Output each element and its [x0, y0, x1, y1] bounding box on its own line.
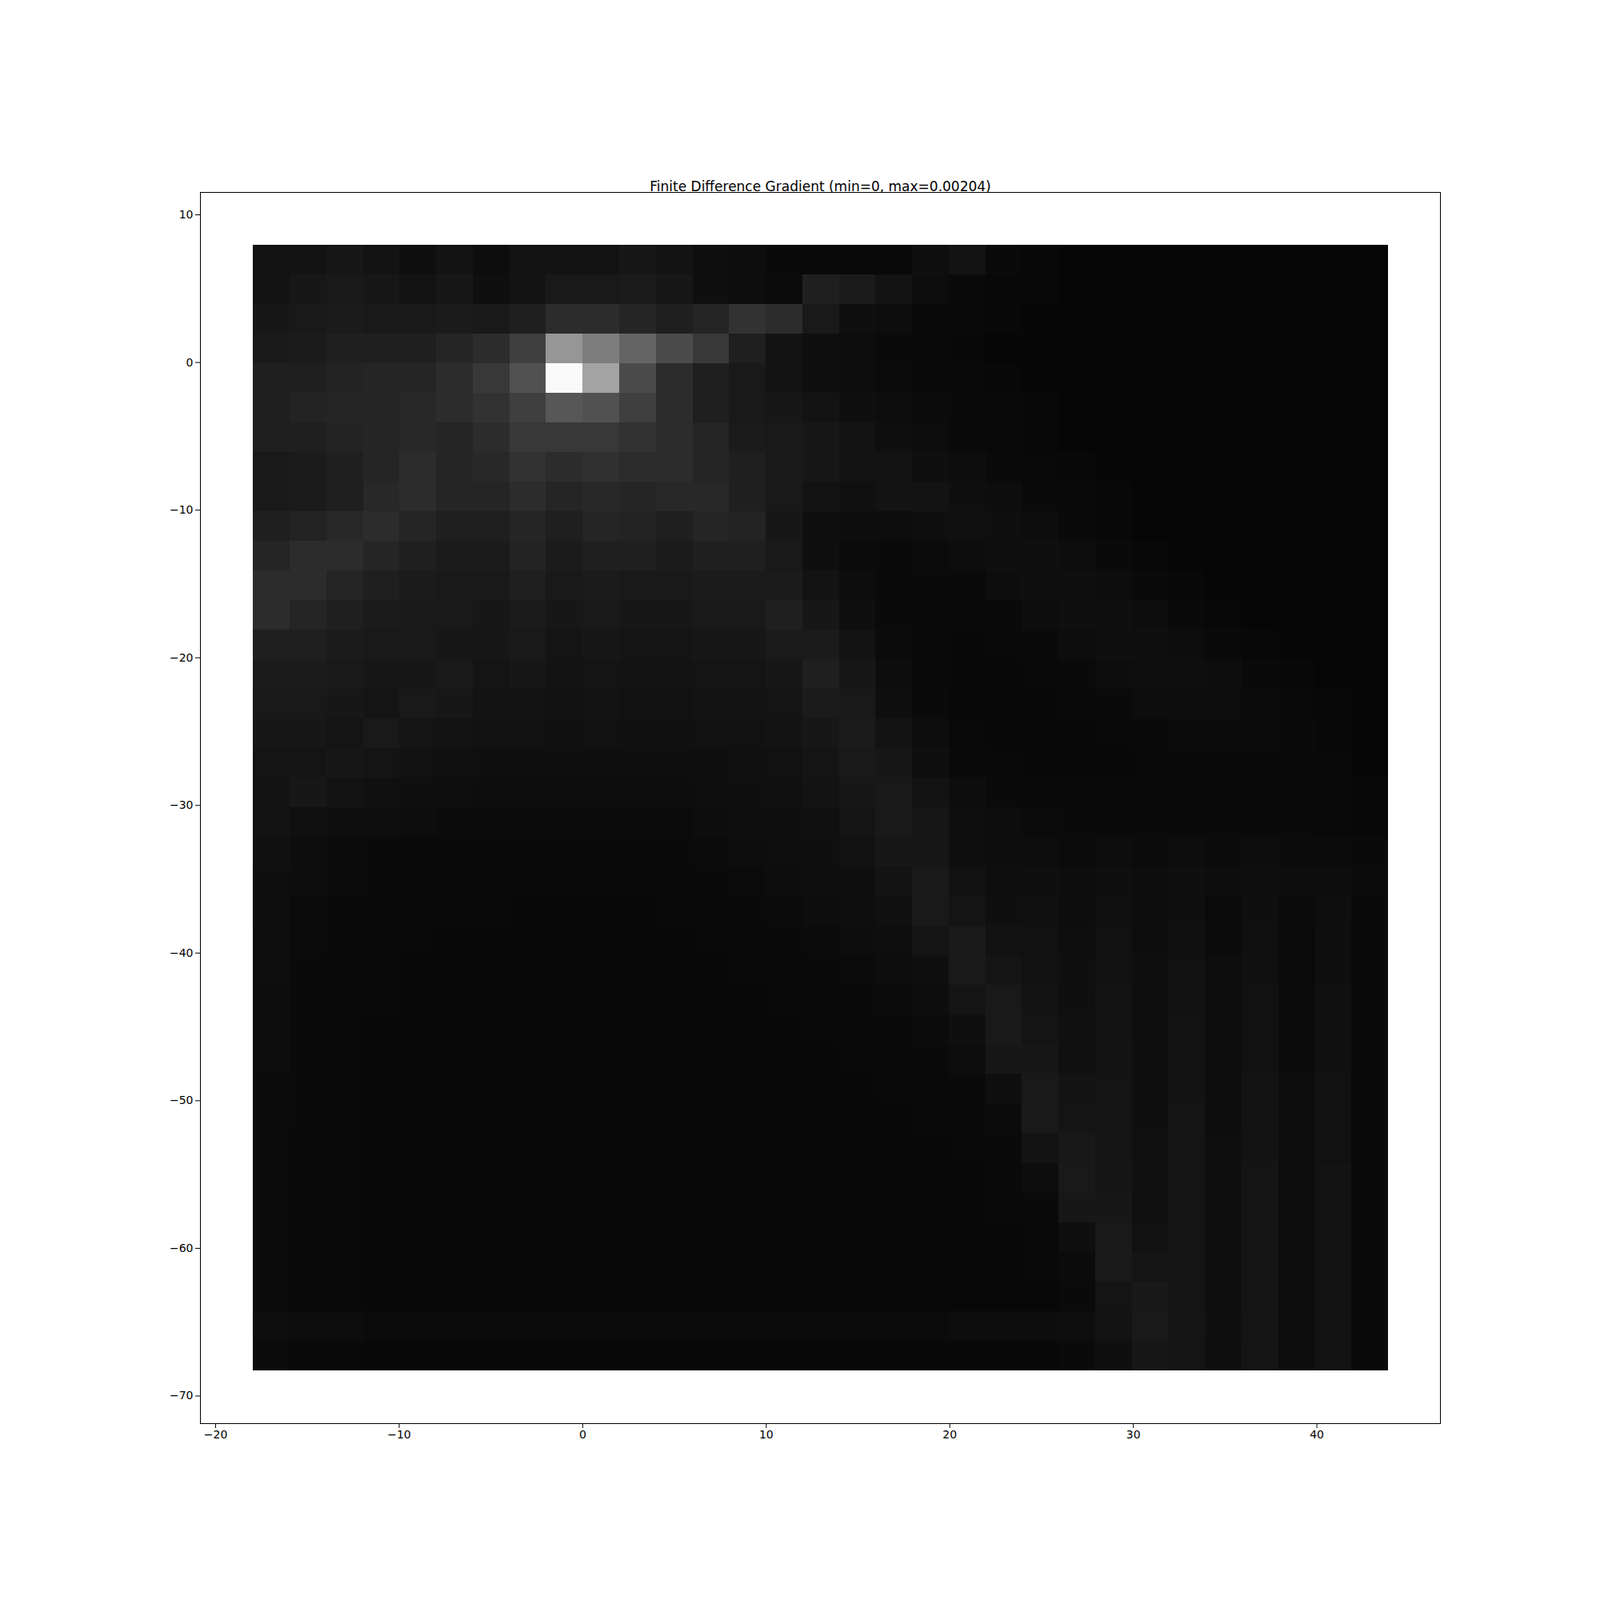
svg-text:−10: −10 [169, 503, 194, 516]
svg-text:−50: −50 [169, 1093, 194, 1107]
svg-text:30: 30 [1126, 1428, 1141, 1441]
svg-text:−70: −70 [169, 1388, 194, 1402]
svg-text:0: 0 [579, 1428, 587, 1441]
svg-text:−30: −30 [169, 798, 194, 812]
svg-text:−60: −60 [169, 1241, 194, 1255]
svg-text:−10: −10 [387, 1428, 412, 1441]
svg-text:40: 40 [1309, 1428, 1324, 1441]
svg-text:−40: −40 [169, 946, 194, 960]
svg-text:−20: −20 [169, 651, 194, 664]
svg-text:−20: −20 [204, 1428, 228, 1441]
svg-text:10: 10 [179, 208, 194, 221]
svg-text:Finite Difference Gradient (mi: Finite Difference Gradient (min=0, max=0… [649, 178, 992, 195]
svg-text:20: 20 [942, 1428, 957, 1441]
svg-text:10: 10 [759, 1428, 774, 1441]
svg-text:0: 0 [186, 356, 194, 369]
